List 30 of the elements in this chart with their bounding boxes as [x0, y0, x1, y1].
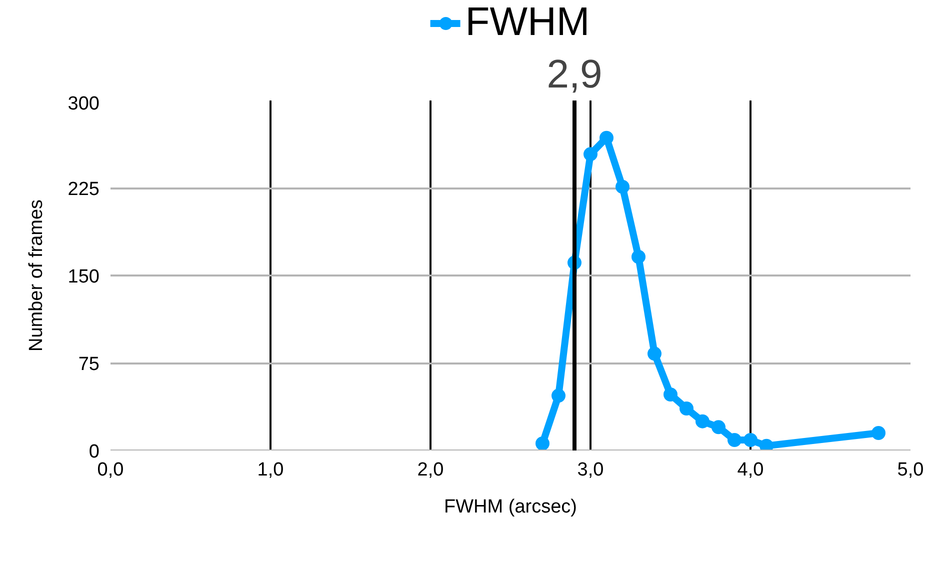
- x-tick-label: 5,0: [897, 460, 924, 480]
- point: [632, 250, 646, 264]
- y-tick-label: 150: [68, 266, 100, 288]
- point: [760, 438, 774, 450]
- point: [872, 426, 886, 440]
- point: [648, 346, 662, 361]
- x-tick-label: 3,0: [577, 460, 604, 480]
- point: [584, 147, 598, 162]
- point: [744, 433, 758, 447]
- point: [600, 130, 614, 145]
- x-tick-label: 0,0: [97, 460, 124, 480]
- ref-line-label: 2,9: [546, 52, 602, 96]
- point: [712, 420, 726, 434]
- point: [664, 388, 678, 402]
- y-tick-label: 225: [68, 179, 100, 200]
- y-tick-label: 75: [78, 354, 100, 375]
- y-axis-title: Number of frames: [26, 199, 47, 352]
- point: [552, 388, 566, 403]
- point: [696, 414, 710, 428]
- x-tick-label: 4,0: [737, 460, 764, 480]
- x-axis-title: FWHM (arcsec): [444, 496, 577, 518]
- y-tick-label: 300: [68, 94, 100, 114]
- point: [616, 180, 630, 194]
- x-tick-label: 2,0: [417, 460, 444, 480]
- point: [536, 436, 550, 450]
- point: [680, 402, 694, 416]
- point: [728, 433, 742, 447]
- legend-label: FWHM: [465, 0, 590, 45]
- x-tick-label: 1,0: [257, 460, 284, 480]
- y-tick-label: 0: [88, 442, 100, 462]
